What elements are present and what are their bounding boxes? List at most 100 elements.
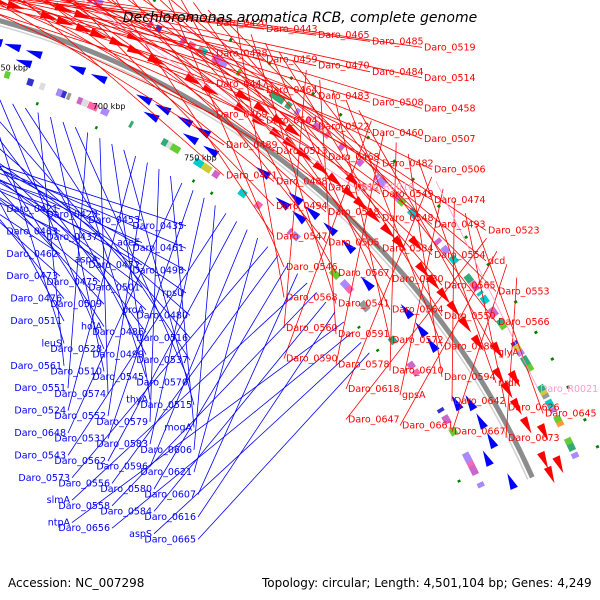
reverse-gene-label: Daro_0510 xyxy=(50,366,102,377)
reverse-gene-label: Daro_0486 xyxy=(92,327,144,338)
forward-cog-segment xyxy=(544,398,555,410)
reverse-cog-segment xyxy=(436,406,445,414)
outer-marker-dash xyxy=(464,235,469,240)
leader-line xyxy=(0,214,61,255)
leader-line xyxy=(0,173,143,221)
forward-gene-arrow xyxy=(380,222,395,239)
leader-line xyxy=(37,112,65,366)
forward-cog-segment xyxy=(468,280,477,288)
leader-line xyxy=(149,229,248,467)
leader-line xyxy=(0,166,147,311)
forward-gene-label: Daro_0578 xyxy=(338,360,390,371)
leader-line xyxy=(399,251,498,426)
reverse-gene-label: thyA xyxy=(126,394,148,405)
reverse-gene-label: Daro_0552 xyxy=(54,411,106,422)
forward-gene-arrow xyxy=(353,196,369,212)
reverse-gene-label: Daro_0498 xyxy=(132,266,184,277)
forward-gene-label: Daro_0523 xyxy=(488,225,540,236)
forward-gene-label: Daro_0546 xyxy=(286,262,338,273)
leader-line xyxy=(475,225,544,414)
leader-line xyxy=(67,182,183,434)
reverse-gene-label: Daro_0463 xyxy=(6,226,58,237)
reverse-gene-label: Daro_0579 xyxy=(96,417,148,428)
leader-line xyxy=(71,282,308,501)
reverse-gene-label: Daro_0607 xyxy=(144,490,196,501)
leader-line xyxy=(0,202,61,232)
reverse-cog-segment xyxy=(339,279,350,290)
reverse-cog-segment xyxy=(86,101,99,112)
reverse-gene-arrow xyxy=(25,50,43,60)
leader-line xyxy=(71,246,269,479)
reverse-gene-label: slmA xyxy=(47,495,71,506)
inner-marker-dash xyxy=(357,325,361,330)
reverse-gene-label: Daro_0437 xyxy=(46,232,98,243)
forward-gene-label: Daro_0484 xyxy=(372,67,424,78)
leader-line xyxy=(43,0,371,134)
reverse-gene-label: aceE xyxy=(117,238,140,249)
leader-line xyxy=(67,213,227,456)
reverse-cog-segment xyxy=(468,463,480,477)
reverse-gene-label: Daro_0453 xyxy=(88,215,140,226)
leader-line xyxy=(0,168,187,249)
inner-marker-dash xyxy=(191,179,196,183)
forward-gene-label: Daro_0471 xyxy=(226,171,278,182)
forward-gene-label: Daro_0565 xyxy=(444,280,496,291)
leader-line xyxy=(193,2,391,280)
reverse-gene-arrow xyxy=(426,337,440,353)
reverse-gene-arrow xyxy=(482,450,494,467)
leader-line xyxy=(419,165,497,384)
leader-line xyxy=(0,148,191,316)
leader-line xyxy=(283,70,307,329)
forward-gene-arrow xyxy=(537,450,549,469)
forward-gene-arrow xyxy=(271,113,288,128)
reverse-gene-label: Daro_0561 xyxy=(10,361,62,372)
forward-gene-arrow xyxy=(543,465,555,484)
forward-gene-label: Daro_0519 xyxy=(424,42,476,53)
leader-line xyxy=(64,0,381,164)
leader-line xyxy=(132,0,327,243)
leader-line xyxy=(153,301,327,512)
forward-gene-label: Daro_0560 xyxy=(286,323,338,334)
forward-gene-arrow xyxy=(436,287,451,304)
leader-line xyxy=(170,0,487,262)
reverse-gene-arrow xyxy=(90,74,108,85)
reverse-gene-label: Daro_0562 xyxy=(54,456,106,467)
forward-gene-label: Daro_0661 xyxy=(402,421,454,432)
outer-marker-dash xyxy=(311,91,316,96)
reverse-gene-label: Daro_0574 xyxy=(54,389,106,400)
reverse-gene-label: Daro_0531 xyxy=(54,434,106,445)
forward-gene-arrow xyxy=(425,274,440,291)
forward-gene-label: Daro_0465 xyxy=(318,30,370,41)
reverse-cog-segment xyxy=(3,70,11,80)
forward-cog-segment xyxy=(406,207,419,220)
forward-gene-arrow xyxy=(519,416,532,434)
reverse-gene-label: Daro_0461 xyxy=(132,243,184,254)
forward-gene-label: gpsA xyxy=(402,390,426,401)
leader-line xyxy=(18,0,317,128)
reverse-cog-segment xyxy=(328,267,342,281)
leader-line xyxy=(193,205,216,450)
forward-gene-label: Daro_0460 xyxy=(372,128,424,139)
leader-line xyxy=(66,0,327,189)
forward-gene-label: Daro_0508 xyxy=(372,97,424,108)
reverse-gene-label: Daro_0476 xyxy=(10,294,62,305)
forward-cog-segment xyxy=(433,237,443,246)
label-leader-lines xyxy=(0,0,544,540)
leader-line xyxy=(283,120,372,359)
reverse-cog-segment xyxy=(65,92,72,101)
leader-line xyxy=(197,352,370,540)
forward-gene-arrow xyxy=(365,208,381,224)
forward-gene-label: Daro_0489 xyxy=(226,140,278,151)
forward-gene-label: Daro_0566 xyxy=(498,317,550,328)
leader-line xyxy=(7,0,215,24)
forward-gene-arrow xyxy=(509,397,522,415)
outer-marker-dash xyxy=(566,385,571,389)
map-title: Dechloromonas aromatica RCB, complete ge… xyxy=(122,10,478,26)
reverse-gene-arrow xyxy=(143,111,160,123)
leader-line xyxy=(0,182,143,266)
leader-line xyxy=(153,264,289,490)
leader-line xyxy=(142,0,487,231)
reverse-cog-segment xyxy=(192,157,205,169)
leader-line xyxy=(111,143,151,400)
forward-gene-label: Daro_0447 xyxy=(216,79,268,90)
